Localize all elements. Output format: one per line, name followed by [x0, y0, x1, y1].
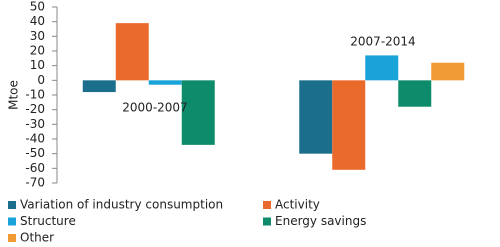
legend-label: Structure — [20, 214, 76, 228]
y-tick-label: -70 — [25, 176, 45, 190]
category-label: 2007-2014 — [350, 35, 415, 49]
legend-swatch — [8, 234, 16, 242]
y-tick-label: 30 — [30, 29, 45, 43]
bar — [82, 80, 116, 93]
legend-swatch — [263, 201, 271, 209]
y-tick-label: 10 — [30, 58, 45, 72]
bar — [115, 23, 149, 81]
y-tick-label: -30 — [25, 117, 45, 131]
y-tick-label: -50 — [25, 146, 45, 160]
category-label: 2000-2007 — [122, 101, 187, 115]
bar — [398, 80, 432, 107]
y-tick-label: -20 — [25, 102, 45, 116]
legend-label: Variation of industry consumption — [20, 198, 223, 212]
legend-swatch — [8, 201, 16, 209]
y-axis-label: Mtoe — [7, 80, 21, 110]
y-tick-label: 40 — [30, 14, 45, 28]
bar — [148, 80, 182, 85]
y-tick-label: 20 — [30, 44, 45, 58]
bar — [431, 62, 465, 81]
bar — [365, 55, 399, 81]
legend-swatch — [263, 217, 271, 226]
bar — [332, 80, 366, 170]
y-tick-label: 0 — [37, 73, 45, 87]
legend-label: Activity — [275, 198, 320, 212]
y-tick-label: -10 — [25, 88, 45, 102]
y-tick-label: -60 — [25, 161, 45, 175]
bar — [181, 80, 215, 145]
y-tick-label: -40 — [25, 132, 45, 146]
bar — [299, 80, 333, 154]
y-tick-label: 50 — [30, 0, 45, 14]
legend-swatch — [8, 217, 16, 226]
legend-label: Energy savings — [275, 214, 366, 228]
legend-label: Other — [20, 231, 54, 245]
